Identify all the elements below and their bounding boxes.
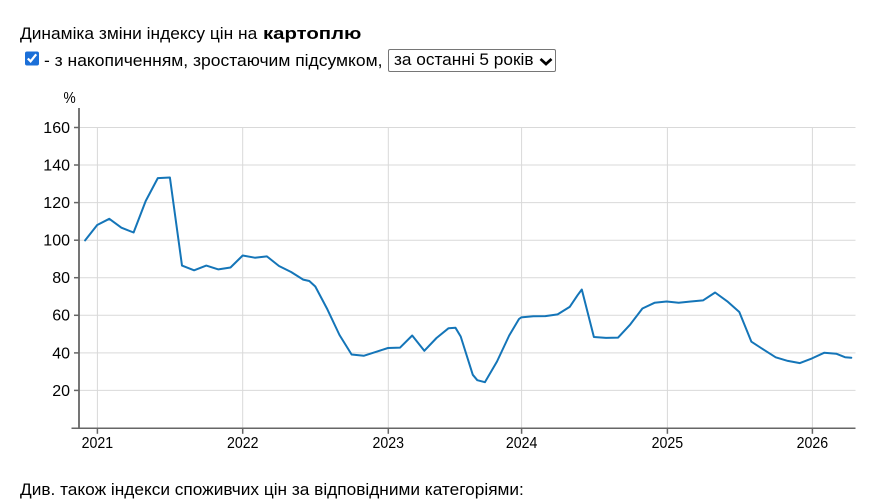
svg-text:2022: 2022 (227, 435, 259, 452)
svg-text:2021: 2021 (82, 435, 114, 452)
svg-text:%: % (64, 90, 76, 107)
svg-text:2024: 2024 (506, 435, 538, 452)
svg-text:2023: 2023 (373, 435, 405, 452)
svg-text:40: 40 (52, 345, 70, 362)
svg-text:100: 100 (43, 233, 70, 250)
svg-text:60: 60 (52, 308, 70, 325)
svg-text:80: 80 (52, 270, 70, 287)
svg-text:2025: 2025 (652, 435, 684, 452)
svg-text:140: 140 (43, 157, 70, 174)
svg-text:2026: 2026 (797, 435, 829, 452)
svg-text:120: 120 (43, 195, 70, 212)
svg-text:160: 160 (43, 120, 70, 137)
svg-text:20: 20 (52, 383, 70, 400)
